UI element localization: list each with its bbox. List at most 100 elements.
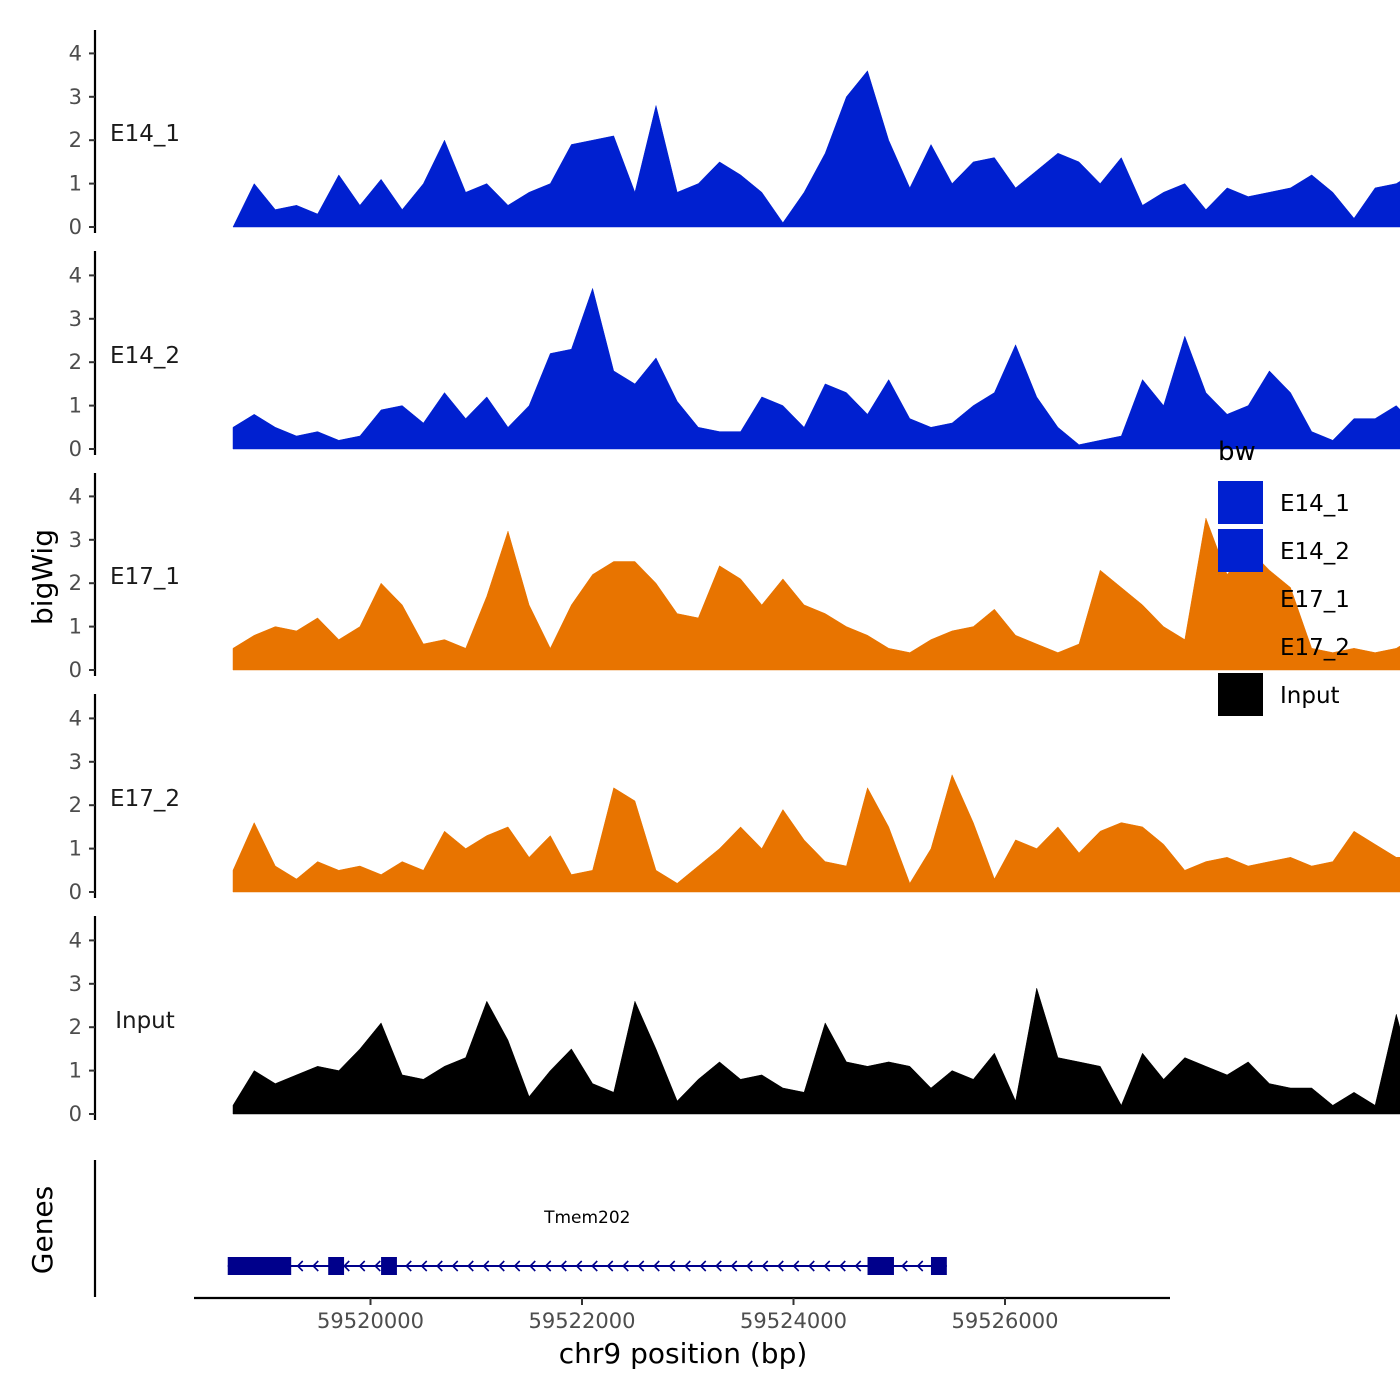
strand-arrow	[699, 1260, 707, 1272]
x-tick-label: 59520000	[317, 1309, 424, 1333]
track-label: E17_1	[110, 564, 180, 590]
y-tick-label: 4	[69, 706, 82, 730]
area-series-e17-1	[232, 517, 1400, 671]
strand-arrow	[792, 1260, 800, 1272]
y-tick-label: 2	[69, 571, 82, 595]
track-input: 0 1 2 3 4 Input	[69, 916, 1400, 1126]
y-tick-label: 0	[69, 658, 82, 682]
legend-entry-e17-2: E17_2	[1218, 625, 1350, 668]
y-tick-label: 3	[69, 307, 82, 331]
gene-exon	[930, 1257, 947, 1275]
strand-arrow	[467, 1260, 474, 1272]
x-tick-label: 59522000	[529, 1309, 636, 1333]
legend-entry-e17-1: E17_1	[1218, 577, 1350, 620]
legend-swatch	[1218, 577, 1263, 620]
legend-label: E14_1	[1280, 491, 1350, 517]
strand-arrow	[405, 1260, 412, 1272]
strand-arrow	[451, 1260, 459, 1272]
legend-label: Input	[1280, 683, 1340, 709]
strand-arrow	[312, 1260, 319, 1272]
track-label: E17_2	[110, 786, 180, 812]
strand-arrow	[591, 1260, 598, 1272]
strand-arrow	[343, 1260, 350, 1272]
y-tick-label: 1	[69, 1059, 82, 1083]
strand-arrow	[730, 1260, 738, 1272]
strand-arrow	[575, 1260, 583, 1272]
tracks-group: 0 1 2 3 4 E14_1 0 1 2 3 4 E14_2 0 1 2 3 4 E17_1 0 1 2 3 4 E17_2…	[69, 30, 1400, 1126]
strand-arrow	[746, 1260, 753, 1272]
strand-arrow	[653, 1260, 660, 1272]
strand-arrow	[296, 1260, 304, 1272]
x-axis-title: chr9 position (bp)	[559, 1337, 808, 1370]
track-e17-2: 0 1 2 3 4 E17_2	[69, 694, 1400, 904]
legend-swatch	[1218, 673, 1263, 716]
track-label: Input	[115, 1008, 175, 1034]
y-tick-label: 2	[69, 350, 82, 374]
y-tick-label: 4	[69, 928, 82, 952]
gene-exon	[227, 1257, 292, 1275]
y-axis-title: bigWig	[26, 529, 59, 625]
strand-arrow	[498, 1260, 505, 1272]
genes-axis-title: Genes	[26, 1186, 59, 1274]
track-e17-1: 0 1 2 3 4 E17_1	[69, 473, 1400, 682]
strand-arrow	[761, 1260, 769, 1272]
y-tick-label: 1	[69, 837, 82, 861]
strand-arrow	[622, 1260, 629, 1272]
strand-arrow	[715, 1260, 722, 1272]
gene-exon	[867, 1257, 894, 1275]
y-tick-label: 2	[69, 1015, 82, 1039]
legend: bw E14_1 E14_2 E17_1 E17_2 Input	[1218, 437, 1350, 716]
strand-arrow	[823, 1260, 831, 1272]
area-series-e17-2	[232, 774, 1400, 893]
y-tick-label: 3	[69, 528, 82, 552]
y-tick-label: 4	[69, 41, 82, 65]
strand-arrow	[916, 1260, 924, 1272]
y-tick-label: 0	[69, 437, 82, 461]
legend-swatch	[1218, 481, 1263, 524]
strand-arrow	[684, 1260, 691, 1272]
legend-label: E14_2	[1280, 539, 1350, 565]
strand-arrow	[374, 1260, 381, 1272]
y-tick-label: 2	[69, 128, 82, 152]
strand-arrow	[839, 1260, 846, 1272]
y-tick-label: 4	[69, 484, 82, 508]
strand-arrow	[668, 1260, 676, 1272]
strand-arrow	[513, 1260, 521, 1272]
x-tick-label: 59524000	[740, 1309, 847, 1333]
legend-swatch	[1218, 625, 1263, 668]
strand-arrow	[560, 1260, 567, 1272]
track-e14-1: 0 1 2 3 4 E14_1	[69, 30, 1400, 239]
gene-exon	[381, 1257, 397, 1275]
track-label: E14_1	[110, 121, 180, 147]
strand-arrow	[436, 1260, 443, 1272]
y-tick-label: 0	[69, 215, 82, 239]
track-e14-2: 0 1 2 3 4 E14_2	[69, 251, 1400, 461]
y-tick-label: 1	[69, 615, 82, 639]
legend-entry-e14-1: E14_1	[1218, 481, 1350, 524]
y-tick-label: 0	[69, 880, 82, 904]
strand-arrow	[606, 1260, 614, 1272]
legend-entry-e14-2: E14_2	[1218, 529, 1350, 572]
genes-panel: Tmem202	[93, 1160, 947, 1297]
gene-label: Tmem202	[543, 1208, 630, 1228]
strand-arrow	[901, 1260, 908, 1272]
strand-arrow	[854, 1260, 862, 1272]
strand-arrow	[420, 1260, 428, 1272]
strand-arrow	[358, 1260, 366, 1272]
y-tick-label: 3	[69, 85, 82, 109]
legend-entry-input: Input	[1218, 673, 1340, 716]
legend-title: bw	[1218, 437, 1256, 467]
y-tick-label: 1	[69, 394, 82, 418]
strand-arrow	[637, 1260, 645, 1272]
strand-arrow	[808, 1260, 815, 1272]
y-tick-label: 2	[69, 793, 82, 817]
area-series-e14-2	[232, 288, 1400, 450]
y-tick-label: 3	[69, 972, 82, 996]
area-series-e14-1	[232, 70, 1400, 228]
x-axis: 59520000 59522000 59524000 59526000	[194, 1296, 1170, 1333]
track-label: E14_2	[110, 343, 180, 369]
y-tick-label: 1	[69, 172, 82, 196]
gene-tmem202: Tmem202	[227, 1208, 947, 1275]
